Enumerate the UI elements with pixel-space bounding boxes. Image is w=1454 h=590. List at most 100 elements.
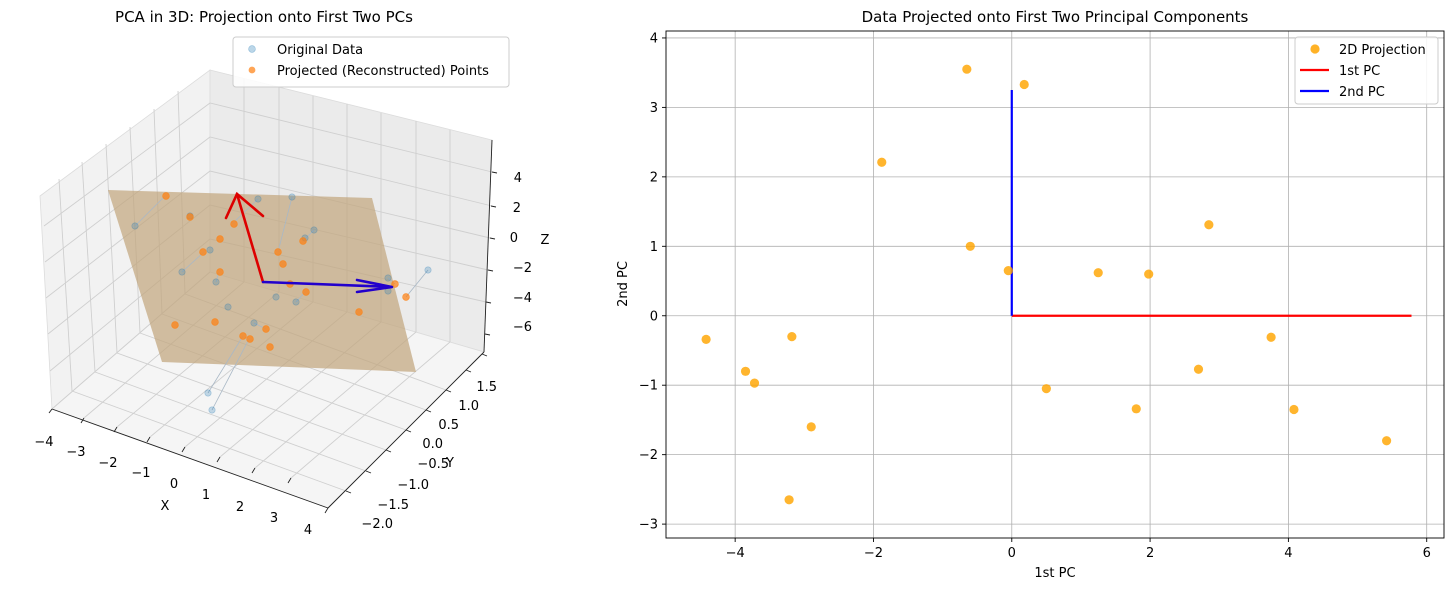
pc1-arrowhead: [224, 191, 265, 220]
projection-points-2d: [701, 64, 1392, 505]
projection-point: [1019, 79, 1029, 90]
y-tick-label: −1.0: [397, 478, 429, 493]
projected-point: [162, 192, 170, 200]
x-tick-label: 1: [202, 488, 210, 503]
legend-2d-box: [1294, 36, 1439, 105]
x-tick-label: −1: [131, 466, 150, 481]
projection-point: [749, 378, 760, 388]
plot-3d: PCA in 3D: Projection onto First Two PCs: [34, 8, 549, 538]
z-tick-label: 0: [510, 231, 518, 246]
original-point: [424, 266, 432, 274]
projection-point: [784, 495, 794, 505]
plot-3d-title: PCA in 3D: Projection onto First Two PCs: [115, 8, 413, 26]
projection-point: [787, 331, 797, 342]
original-point: [224, 303, 232, 311]
projected-point: [246, 335, 254, 343]
original-point: [254, 195, 262, 203]
y-tick-label: 0.5: [438, 418, 459, 433]
pc-lines-2d: [1010, 90, 1412, 317]
projected-point: [216, 235, 224, 243]
projected-point: [279, 260, 287, 268]
projection-point: [965, 241, 975, 251]
x-tick-label-2d: 0: [1008, 546, 1016, 561]
y-tick-label: 1.0: [458, 399, 479, 414]
plot-2d-frame: [665, 30, 1445, 539]
y-axis-label-2d: 2nd PC: [616, 261, 631, 307]
ticks-2d: −4 −2 0 2 4 6 −3 −2 −1 0 1 2 3 4: [639, 31, 1431, 561]
projection-point: [701, 334, 711, 344]
projection-point: [1003, 266, 1013, 276]
legend-3d: Original Data Projected (Reconstructed) …: [232, 36, 510, 88]
original-point: [206, 246, 214, 254]
legend-original-label: Original Data: [277, 43, 363, 58]
z-tick-label: 2: [513, 201, 521, 216]
original-point: [384, 274, 392, 282]
original-point: [204, 389, 212, 397]
x-tick-label: 0: [170, 477, 178, 492]
projected-point: [216, 268, 224, 276]
legend-projection-label: 2D Projection: [1339, 43, 1426, 58]
x-tick-label-2d: 6: [1423, 546, 1431, 561]
projection-point: [1144, 269, 1154, 279]
y-tick-label: −0.5: [417, 457, 449, 472]
legend-projection-marker: [1310, 44, 1320, 54]
z-tick-label: −6: [513, 320, 532, 335]
projection-point: [962, 64, 972, 74]
y-tick-label-2d: −1: [639, 379, 658, 394]
tick-labels-3d: −4 −3 −2 −1 0 1 2 3 4 −2.0 −1.5 −1.0 −0.…: [34, 171, 532, 538]
projection-point: [1041, 384, 1051, 394]
x-axis-label: X: [161, 499, 170, 514]
projected-point: [199, 248, 207, 256]
projected-point: [274, 248, 282, 256]
projected-point: [402, 293, 410, 301]
projected-points: [162, 192, 410, 351]
projected-point: [266, 343, 274, 351]
projected-point: [262, 325, 270, 333]
y-tick-label: −1.5: [377, 498, 409, 513]
projection-point: [1093, 268, 1103, 278]
projection-point: [1382, 436, 1392, 446]
original-point: [292, 298, 300, 306]
x-tick-label-2d: −2: [864, 546, 883, 561]
projection-point: [740, 366, 751, 376]
pc1-arrow: [235, 192, 265, 284]
pc2-arrowhead: [355, 278, 393, 294]
y-axis-label: Y: [445, 456, 454, 471]
z-tick-label: 4: [514, 171, 522, 186]
projected-point: [355, 308, 363, 316]
x-tick-label: 2: [236, 500, 244, 515]
x-tick-label: −4: [34, 435, 53, 450]
legend-3d-box: [232, 36, 510, 88]
x-tick-label-2d: 4: [1284, 546, 1292, 561]
y-tick-label-2d: 3: [650, 101, 658, 116]
y-tick-label-2d: −2: [639, 448, 658, 463]
original-point: [310, 226, 318, 234]
projection-point: [1193, 364, 1204, 374]
projected-point: [230, 220, 238, 228]
projected-point: [299, 237, 307, 245]
original-data-points: [131, 193, 432, 414]
legend-projected-label: Projected (Reconstructed) Points: [277, 64, 489, 79]
x-tick-label: −2: [98, 456, 117, 471]
projected-point: [186, 213, 194, 221]
legend-2d: 2D Projection 1st PC 2nd PC: [1294, 36, 1439, 105]
original-point: [272, 293, 280, 301]
x-tick-label: 4: [304, 523, 312, 538]
z-tick-label: −4: [513, 291, 532, 306]
x-axis-label-2d: 1st PC: [1034, 566, 1075, 581]
plot-2d: Data Projected onto First Two Principal …: [616, 8, 1445, 581]
projected-point: [302, 288, 310, 296]
y-tick-label: −2.0: [361, 517, 393, 532]
legend-pc1-label: 1st PC: [1339, 64, 1380, 79]
projection-point: [1131, 404, 1141, 414]
y-tick-label-2d: 0: [650, 309, 658, 324]
projected-point: [211, 318, 219, 326]
projection-point: [806, 422, 816, 432]
x-tick-label: 3: [270, 511, 278, 526]
tick-marks-3d: [48, 171, 498, 514]
projection-point: [877, 157, 887, 167]
projected-point: [391, 280, 399, 288]
projected-point: [239, 332, 247, 340]
x-tick-label-2d: 2: [1146, 546, 1154, 561]
